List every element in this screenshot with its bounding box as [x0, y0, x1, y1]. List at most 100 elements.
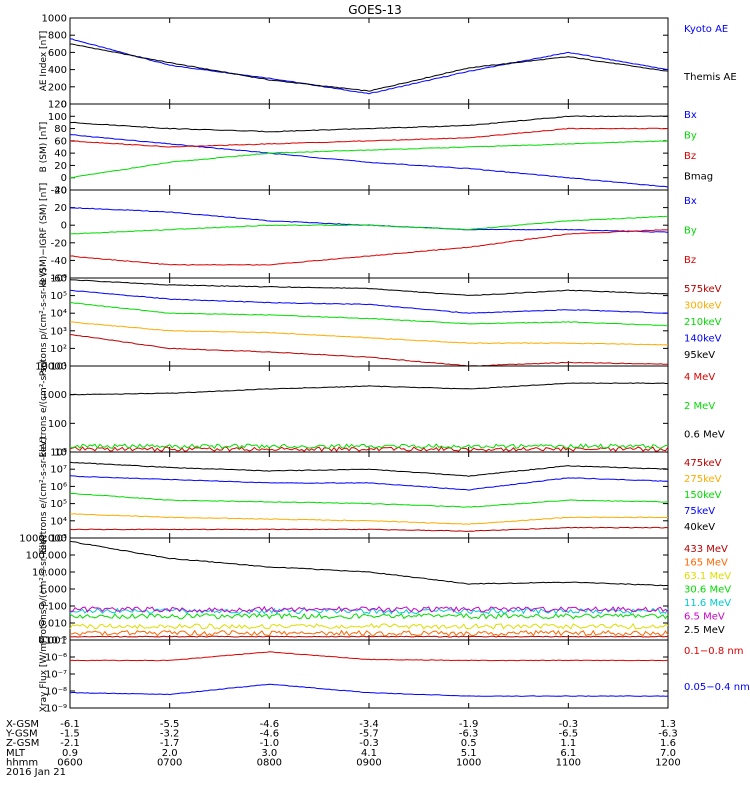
series-line-75kev [69, 475, 669, 491]
legend-label: 0.1−0.8 nm [684, 646, 743, 657]
legend-label: Themis AE [683, 72, 737, 83]
x-tick-label: -4.6 [260, 729, 280, 740]
y-tick-label: 10² [50, 344, 67, 355]
y-tick-label: 1.000 [38, 585, 67, 596]
y-tick-label: 10⁶ [50, 274, 67, 285]
x-tick-label: -4.6 [260, 719, 280, 730]
y-tick-label: 10.000 [32, 568, 67, 579]
x-tick-label: 0.9 [62, 748, 78, 759]
panel-3: 40 20 0 -20 -40 -60B (SM)−IGRF (SM) [nT] Bx By B… [39, 183, 697, 286]
y-tick-label: 10⁶ [50, 482, 67, 493]
y-tick-label: 0 [61, 100, 67, 111]
legend-label: 275keV [684, 474, 722, 485]
panel-frame [69, 103, 669, 191]
series-line-bz [69, 229, 668, 266]
legend-label: 140keV [684, 333, 722, 344]
y-tick-label: 100 [48, 419, 67, 430]
series-line-575kev [69, 334, 669, 367]
y-axis-label: B (SM) [nT] [39, 122, 49, 173]
legend-label: 2 MeV [684, 401, 715, 412]
series-line-433-mev [69, 635, 669, 638]
legend-label: 300keV [684, 300, 722, 311]
legend-label: 2.5 MeV [684, 625, 725, 636]
date-label: 2016 Jan 21 [6, 767, 66, 778]
legend-label: Bx [684, 196, 697, 207]
series-line-kyoto-ae [70, 38, 669, 95]
legend-label: 30.6 MeV [684, 585, 731, 596]
y-tick-label: 10¹ [50, 362, 67, 373]
x-tick-label: -3.2 [160, 729, 180, 740]
series-line-bz [69, 127, 669, 148]
y-axis-label: AE Index [nT] [39, 31, 49, 92]
x-tick-label: 1.1 [560, 738, 576, 749]
series-line-themis-ae [69, 43, 669, 92]
x-row-label: hhmm [6, 757, 38, 768]
x-tick-label: 0.5 [461, 738, 477, 749]
legend-label: 150keV [684, 490, 722, 501]
x-row-label: Y-GSM [5, 729, 38, 740]
y-tick-label: 0.010 [38, 619, 67, 630]
y-tick-label: 10⁻⁷ [45, 670, 67, 681]
y-tick-label: 40 [54, 149, 67, 160]
legend-label: 6.5 MeV [684, 612, 725, 623]
series-line-11-6-mev [69, 607, 669, 615]
y-tick-label: 0.100 [38, 602, 67, 613]
y-tick-label: 10³ [50, 534, 67, 545]
legend-label: 433 MeV [684, 544, 728, 555]
y-tick-label: 20 [54, 161, 67, 172]
series-line-30-6-mev [69, 612, 669, 620]
legend-label: 4 MeV [684, 372, 715, 383]
series-line-300kev [69, 321, 669, 346]
panel-7: 1000.000 100.000 10.000 1.000 0.100 0.010 0.00… [19, 534, 731, 647]
y-tick-label: 10⁻⁶ [45, 653, 67, 664]
y-tick-label: 10000 [35, 362, 67, 373]
y-tick-label: 100.000 [26, 551, 67, 562]
legend-label: 210keV [684, 317, 722, 328]
y-tick-label: 100 [48, 112, 67, 123]
y-tick-label: 400 [48, 65, 67, 76]
series-line-2-5-mev [69, 540, 668, 587]
y-tick-label: 10⁴ [50, 516, 67, 527]
x-tick-label: -6.3 [658, 729, 678, 740]
x-tick-label: -5.5 [160, 719, 180, 730]
y-tick-label: 1000.000 [19, 534, 67, 545]
series-line-275kev [70, 513, 668, 525]
x-tick-label: -1.9 [459, 719, 479, 730]
x-tick-label: 0600 [57, 757, 82, 768]
x-tick-label: 4.1 [361, 748, 377, 759]
x-tick-label: -6.3 [459, 729, 479, 740]
y-tick-label: 10⁻⁹ [45, 704, 67, 715]
series-line-165-mev [69, 629, 669, 637]
panel-1: 1000 800 600 400 200 0 AE Index [nT] Kyoto AE Th… [39, 14, 737, 111]
x-tick-label: 5.1 [461, 748, 477, 759]
x-tick-label: -6.1 [60, 719, 80, 730]
y-tick-label: 40 [54, 186, 67, 197]
legend-label: 40keV [684, 522, 715, 533]
panel-frame [69, 639, 669, 709]
y-tick-label: 10⁵ [50, 291, 67, 302]
series-line-475kev [69, 526, 669, 532]
x-tick-label: 3.0 [261, 748, 277, 759]
legend-label: Kyoto AE [684, 24, 728, 35]
x-tick-label: -6.5 [559, 729, 579, 740]
y-tick-label: 800 [48, 31, 67, 42]
series-line-150kev [69, 492, 669, 508]
y-tick-label: 10⁻⁸ [45, 687, 67, 698]
y-tick-label: 0 [61, 221, 67, 232]
series-line-0-6-mev [70, 382, 668, 396]
legend-label: 0.05−0.4 nm [684, 682, 750, 693]
figure-title: GOES-13 [348, 3, 402, 17]
legend-label: 63.1 MeV [684, 571, 731, 582]
legend-label: Bz [684, 255, 696, 266]
y-tick-label: 20 [54, 203, 67, 214]
legend-label: 575keV [684, 284, 722, 295]
legend-label: By [684, 226, 697, 237]
y-axis-label: Xray Flux [W/m²] [39, 636, 49, 712]
y-tick-label: 10⁵ [50, 499, 67, 510]
panel-frame [69, 451, 669, 539]
